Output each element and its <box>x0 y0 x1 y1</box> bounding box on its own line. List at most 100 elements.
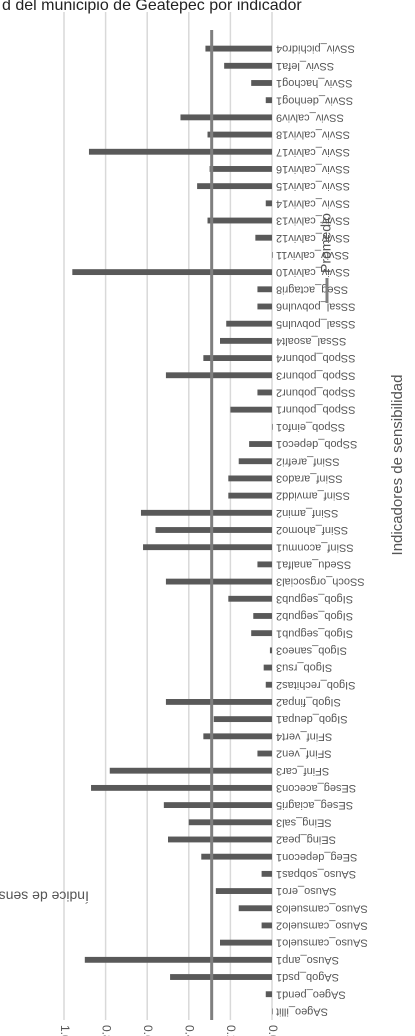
bar <box>201 853 272 860</box>
category-label: SSviv_lefa1 <box>276 60 334 72</box>
bar <box>220 337 272 344</box>
category-label: SSpob_depeco1 <box>276 438 357 450</box>
bar <box>109 767 272 774</box>
category-label: SSviv_denhog1 <box>276 94 353 106</box>
category-label: SIgob_rechitas2 <box>276 679 356 691</box>
legend: Promedio <box>318 213 334 303</box>
bar <box>72 269 272 276</box>
bar <box>255 234 272 241</box>
gridlines <box>63 12 273 1020</box>
category-label: SSpob_pobunr4 <box>276 352 356 364</box>
category-label: SEing_pea2 <box>276 834 336 846</box>
bar <box>205 45 272 52</box>
bar <box>207 131 272 138</box>
category-label: SAuso_anp1 <box>276 954 339 966</box>
bar <box>265 681 272 688</box>
bar <box>253 613 272 619</box>
category-label: SSviv_calviv11 <box>276 249 349 261</box>
bar <box>220 939 272 946</box>
category-label: SSinf_amvidd2 <box>276 490 350 502</box>
category-label: SSviv_calviv9 <box>276 111 344 123</box>
category-label: SAuso_ero1 <box>276 885 337 897</box>
bar <box>269 647 272 654</box>
category-label: SSviv_calviv13 <box>276 215 350 227</box>
category-label: SSviv_pichidro4 <box>276 43 355 55</box>
category-label: SFinf_ven2 <box>276 748 332 760</box>
category-label: SIgob_rsu3 <box>276 662 332 674</box>
y-tick-labels: 0.00 0.20 0.40 0.60 0.80 1.00 <box>58 1025 280 1036</box>
bar <box>265 200 272 207</box>
category-label: SSinf_aconmu1 <box>276 541 354 553</box>
category-label: SAuso_camsuelo1 <box>276 937 368 949</box>
category-label: SSsal_asoalt4 <box>276 335 346 347</box>
category-label: SEing_sal3 <box>276 816 332 828</box>
bar <box>249 441 272 447</box>
category-label: SSviv_calviv16 <box>276 163 350 175</box>
category-label: SSviv_calviv18 <box>276 129 350 141</box>
bar <box>228 492 272 499</box>
bar <box>257 750 272 757</box>
category-label: SSpob_pobunr3 <box>276 369 356 381</box>
y-axis-label: Índice de sensibilidad <box>0 888 89 904</box>
bar <box>230 406 272 413</box>
category-label: SIgob_segpub3 <box>276 593 353 605</box>
category-label: SSviv_hachog1 <box>276 77 352 89</box>
bar <box>272 1008 273 1015</box>
category-label: SSpob_pobunr2 <box>276 387 356 399</box>
bar <box>84 956 272 963</box>
bar <box>168 836 272 843</box>
category-label: SIgob_finpa2 <box>276 696 341 708</box>
bar <box>140 509 272 516</box>
bar <box>165 699 272 705</box>
category-label: SSviv_calviv14 <box>276 197 350 209</box>
category-label: SSinf_arado3 <box>276 473 343 485</box>
category-label: SIgob_deupa1 <box>276 713 348 725</box>
category-label: SSviv_calviv17 <box>276 146 350 158</box>
category-label: SSoch_orgsocial3 <box>276 576 365 588</box>
bar <box>257 303 272 310</box>
bar <box>207 217 272 224</box>
bar <box>155 527 272 533</box>
bar <box>263 664 272 671</box>
bar <box>224 62 272 69</box>
y-tick-label: 0.80 <box>99 1025 113 1036</box>
category-label: SIgob_saneo3 <box>276 644 347 656</box>
category-label: SSsal_pobvuln5 <box>276 318 356 330</box>
chart-title: d del municipio de Geatepec por indicado… <box>2 0 302 14</box>
bar <box>209 166 272 172</box>
category-label: SSviv_calviv10 <box>276 266 350 278</box>
bar <box>265 991 272 998</box>
bar <box>163 802 272 809</box>
bar <box>261 922 272 929</box>
y-tick-label: 1.00 <box>58 1025 72 1036</box>
category-label: SEseg_aciagri5 <box>276 799 353 811</box>
category-label: SSsal_pobvuln6 <box>276 301 356 313</box>
y-tick-label: 0.60 <box>141 1025 155 1036</box>
bar <box>143 544 272 551</box>
category-label: SIgob_segpub1 <box>276 627 353 639</box>
category-label: SSviv_calviv12 <box>276 232 350 244</box>
category-label: SEseg_acecon3 <box>276 782 356 794</box>
bar <box>261 870 272 877</box>
bar <box>203 733 272 740</box>
bar <box>272 423 273 430</box>
bar <box>180 114 272 121</box>
category-label: SFinf_vert4 <box>276 730 332 742</box>
category-label: SIgob_segpub2 <box>276 610 353 622</box>
bar <box>226 320 272 327</box>
category-label: SSinf_arefri2 <box>276 455 340 467</box>
y-tick-label: 0.00 <box>266 1025 280 1036</box>
bar <box>197 183 272 190</box>
category-label: SFinf_car3 <box>276 765 329 777</box>
category-label: SAuso_camsuelo2 <box>276 920 368 932</box>
bar <box>215 888 272 894</box>
y-tick-label: 0.20 <box>224 1025 238 1036</box>
category-label: SAgeo_pend1 <box>276 988 346 1000</box>
category-label: SAgeo_illit <box>276 1005 328 1017</box>
bar <box>91 784 272 791</box>
category-label: SSeg_actagri8 <box>276 283 348 295</box>
x-axis-label: Indicadores de sensibilidad <box>389 375 406 556</box>
category-label: SAgob_psd1 <box>276 971 339 983</box>
category-label: SSinf_amin2 <box>276 507 338 519</box>
